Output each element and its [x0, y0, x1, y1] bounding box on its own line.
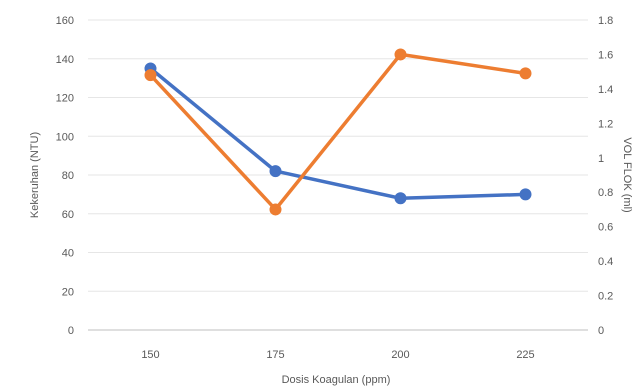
y-tick-label: 60	[62, 209, 74, 221]
series	[144, 48, 532, 216]
y-tick-label: 140	[56, 54, 74, 66]
x-tick-label: 200	[391, 349, 409, 361]
y2-tick-label: 1.4	[598, 84, 613, 96]
y2-tick-label: 0.8	[598, 187, 613, 199]
y2-tick-label: 1.6	[598, 49, 613, 61]
y2-axis-tick-labels: 0 0.2 0.4 0.6 0.8 1 1.2 1.4 1.6 1.8	[598, 15, 613, 337]
x-tick-label: 225	[516, 349, 534, 361]
gridlines	[88, 19, 588, 292]
x-tick-label: 150	[141, 349, 159, 361]
y-tick-label: 40	[62, 248, 74, 260]
y-tick-label: 120	[56, 93, 74, 105]
y2-axis-title: VOL FLOK (ml)	[621, 137, 633, 212]
y2-tick-label: 1.8	[598, 15, 613, 27]
data-point	[144, 69, 157, 82]
y2-tick-label: 1	[598, 153, 604, 165]
data-point	[519, 188, 532, 201]
y-axis-title: Kekeruhan (NTU)	[29, 132, 41, 218]
y-tick-label: 160	[56, 15, 74, 27]
series-line	[148, 52, 528, 212]
x-axis-title: Dosis Koagulan (ppm)	[282, 374, 391, 386]
y-tick-label: 20	[62, 286, 74, 298]
y-tick-label: 80	[62, 170, 74, 182]
y2-tick-label: 1.2	[598, 118, 613, 130]
y2-tick-label: 0.4	[598, 256, 613, 268]
y-tick-label: 100	[56, 131, 74, 143]
data-point	[269, 203, 282, 216]
data-point	[394, 48, 407, 61]
y-tick-label: 0	[68, 325, 74, 337]
x-axis-tick-labels: 150 175 200 225	[141, 349, 534, 361]
data-point	[519, 67, 532, 80]
data-point	[269, 165, 282, 178]
series-line	[148, 66, 528, 201]
y-axis-tick-labels: 0 20 40 60 80 100 120 140 160	[56, 15, 74, 337]
x-tick-label: 175	[266, 349, 284, 361]
y2-tick-label: 0.6	[598, 222, 613, 234]
data-point	[394, 192, 407, 205]
y2-tick-label: 0.2	[598, 291, 613, 303]
y2-tick-label: 0	[598, 325, 604, 337]
